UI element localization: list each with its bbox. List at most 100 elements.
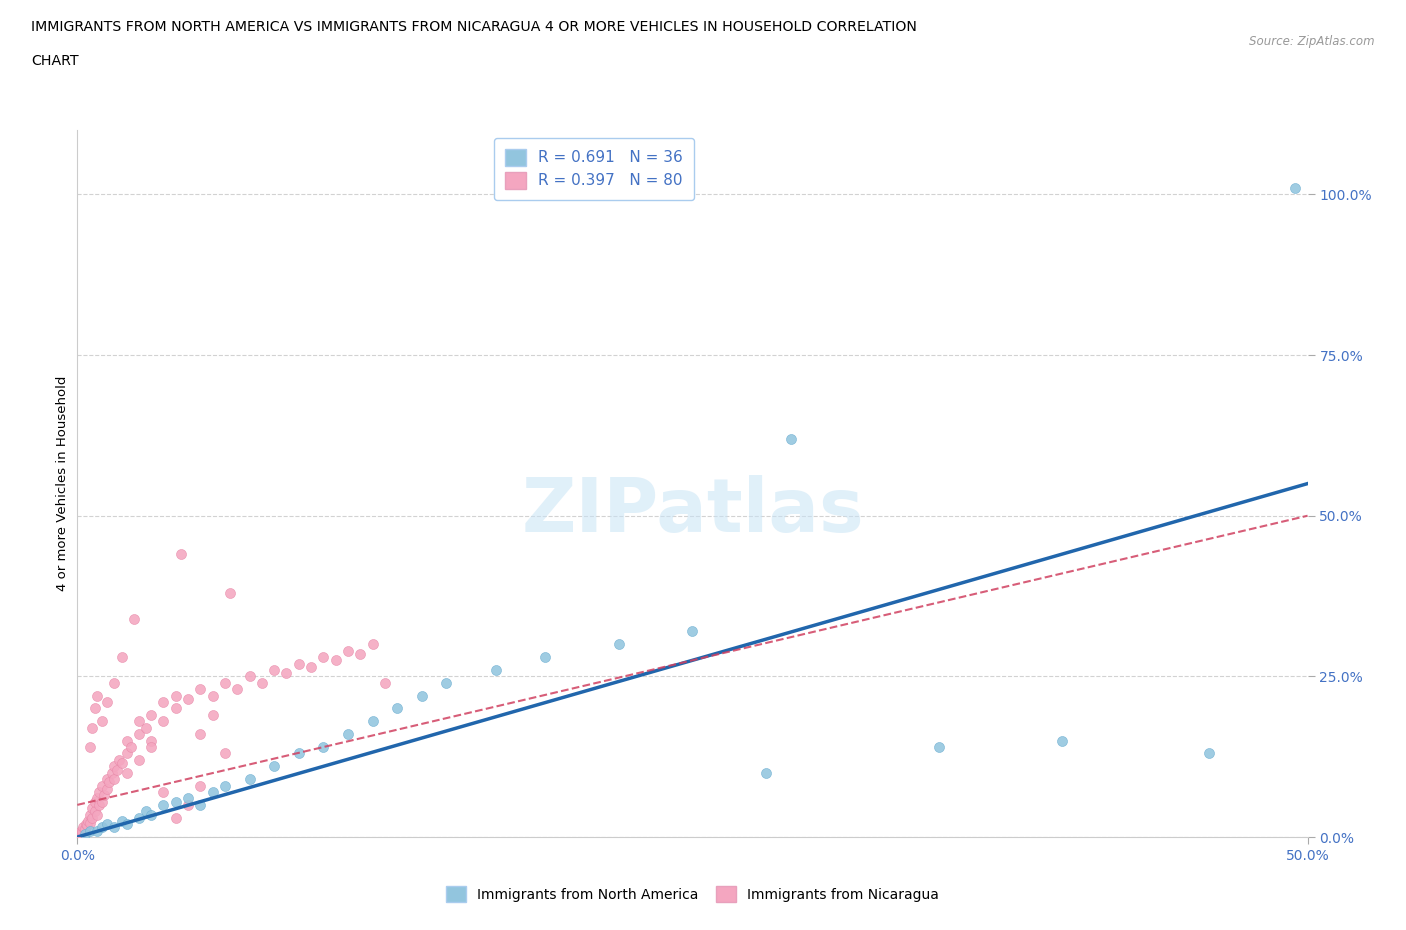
Point <box>89 785 111 800</box>
Point <box>219 585 242 600</box>
Point <box>780 432 803 446</box>
Point <box>682 624 704 639</box>
Point <box>115 817 138 831</box>
Point <box>73 827 96 842</box>
Point <box>75 817 97 831</box>
Point <box>188 797 212 812</box>
Point <box>101 765 124 780</box>
Point <box>103 820 125 835</box>
Point <box>1198 746 1220 761</box>
Point <box>86 688 108 703</box>
Point <box>90 820 114 835</box>
Point <box>312 739 335 754</box>
Point <box>385 701 409 716</box>
Point <box>111 756 132 771</box>
Point <box>928 739 950 754</box>
Point <box>201 708 224 723</box>
Point <box>239 669 262 684</box>
Point <box>165 688 187 703</box>
Point <box>250 675 273 690</box>
Point <box>177 797 200 812</box>
Point <box>349 646 371 661</box>
Point <box>276 666 298 681</box>
Point <box>239 772 262 787</box>
Point <box>70 824 93 839</box>
Point <box>93 788 115 803</box>
Point <box>79 816 101 830</box>
Point <box>1050 733 1073 748</box>
Point <box>188 778 212 793</box>
Point <box>122 611 145 626</box>
Legend: Immigrants from North America, Immigrants from Nicaragua: Immigrants from North America, Immigrant… <box>440 881 945 908</box>
Point <box>165 794 187 809</box>
Point <box>201 785 224 800</box>
Point <box>755 765 778 780</box>
Point <box>82 810 104 825</box>
Point <box>128 714 150 729</box>
Point <box>214 778 236 793</box>
Point <box>73 822 96 837</box>
Point <box>89 797 111 812</box>
Point <box>70 823 93 838</box>
Point <box>288 746 311 761</box>
Point <box>152 695 174 710</box>
Point <box>170 547 193 562</box>
Point <box>152 797 174 812</box>
Point <box>86 791 108 806</box>
Point <box>299 659 322 674</box>
Point <box>607 637 630 652</box>
Point <box>79 739 101 754</box>
Point <box>135 804 157 818</box>
Point <box>436 675 458 690</box>
Point <box>77 814 100 829</box>
Point <box>86 823 108 838</box>
Point <box>103 772 125 787</box>
Point <box>82 721 104 736</box>
Point <box>135 721 157 736</box>
Point <box>96 781 118 796</box>
Point <box>177 791 200 806</box>
Point <box>226 682 249 697</box>
Point <box>201 688 224 703</box>
Point <box>263 759 285 774</box>
Point <box>337 644 360 658</box>
Text: CHART: CHART <box>31 54 79 68</box>
Point <box>103 675 125 690</box>
Point <box>90 778 114 793</box>
Point <box>141 708 163 723</box>
Text: Source: ZipAtlas.com: Source: ZipAtlas.com <box>1250 35 1375 48</box>
Point <box>165 810 187 825</box>
Point <box>361 637 384 652</box>
Point <box>96 695 118 710</box>
Point <box>152 714 174 729</box>
Point <box>83 794 105 809</box>
Point <box>96 817 118 831</box>
Point <box>83 701 105 716</box>
Point <box>263 662 285 677</box>
Point <box>79 807 101 822</box>
Point <box>79 823 101 838</box>
Point <box>111 814 132 829</box>
Point <box>411 688 433 703</box>
Point <box>72 820 94 835</box>
Point <box>108 752 131 767</box>
Point <box>325 653 347 668</box>
Point <box>534 650 557 665</box>
Text: IMMIGRANTS FROM NORTH AMERICA VS IMMIGRANTS FROM NICARAGUA 4 OR MORE VEHICLES IN: IMMIGRANTS FROM NORTH AMERICA VS IMMIGRA… <box>31 20 917 34</box>
Point <box>141 733 163 748</box>
Point <box>141 807 163 822</box>
Point <box>128 726 150 741</box>
Point <box>128 752 150 767</box>
Point <box>337 726 360 741</box>
Point <box>115 733 138 748</box>
Point <box>96 772 118 787</box>
Point <box>69 827 91 842</box>
Point <box>141 739 163 754</box>
Y-axis label: 4 or more Vehicles in Household: 4 or more Vehicles in Household <box>56 376 69 591</box>
Point <box>111 650 132 665</box>
Point <box>374 675 396 690</box>
Point <box>86 807 108 822</box>
Point <box>361 714 384 729</box>
Point <box>90 794 114 809</box>
Point <box>115 746 138 761</box>
